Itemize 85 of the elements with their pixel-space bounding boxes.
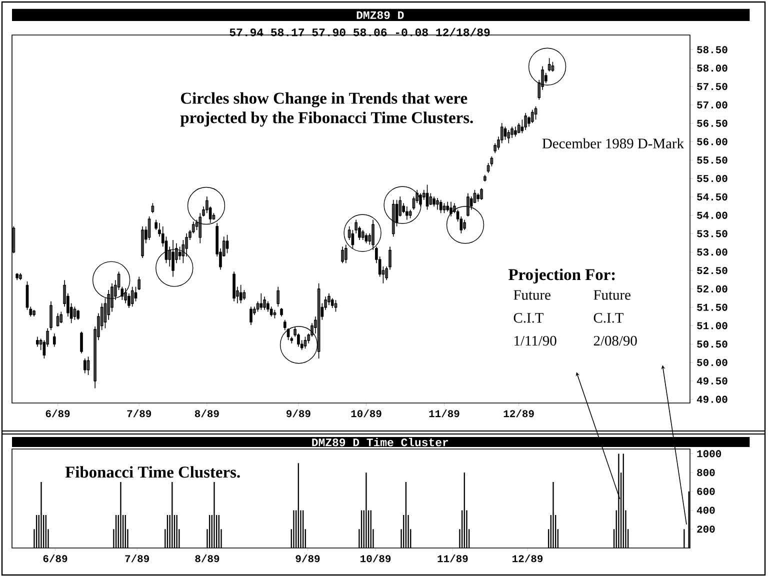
candlestick <box>432 196 436 207</box>
y-tick-label: 1000 <box>697 450 722 458</box>
y-tick-label: 50.50 <box>697 340 728 348</box>
x-tick-label: 6/89 <box>43 554 68 562</box>
candlestick <box>250 306 252 326</box>
annotation: December 1989 D-Mark <box>542 138 684 148</box>
chart-subtitle: 57.94 58.17 57.90 58.06 -0.08 12/18/89 <box>230 28 490 36</box>
y-tick-label: 49.50 <box>696 377 728 384</box>
y-tick-label: 55.50 <box>697 156 728 164</box>
candlestick <box>16 272 18 280</box>
candlestick <box>36 336 39 348</box>
candlestick <box>406 206 408 220</box>
candlestick <box>52 333 56 348</box>
candlestick <box>290 336 294 344</box>
candlestick <box>361 230 364 240</box>
y-tick-label: 49.00 <box>696 396 728 403</box>
y-tick-label: 54.00 <box>697 212 728 219</box>
candlestick <box>273 309 276 319</box>
y-tick-label: 51.00 <box>697 322 728 330</box>
candlestick <box>439 199 442 214</box>
candlestick <box>60 311 63 324</box>
annotation: Future C.I.T 1/11/90 <box>514 290 556 346</box>
y-tick-label: 54.50 <box>697 193 728 200</box>
candlestick <box>76 309 80 320</box>
candlestick <box>83 358 86 374</box>
candlestick <box>463 219 466 230</box>
chart-title: DMZ89 D <box>356 11 404 20</box>
y-tick-label: 56.00 <box>697 138 728 146</box>
x-tick-label: 12/89 <box>504 410 534 418</box>
candlestick <box>328 292 330 306</box>
candlestick <box>436 198 439 210</box>
annotation: Projection For: <box>508 268 615 284</box>
y-tick-label: 400 <box>696 506 715 514</box>
annotation: Fibonacci Time Clusters. <box>65 466 240 478</box>
x-tick-label: 12/89 <box>512 554 543 562</box>
y-tick-label: 52.50 <box>697 266 728 274</box>
x-tick-label: 11/89 <box>429 410 460 418</box>
candlestick <box>260 292 263 310</box>
annotation: Future C.I.T 2/08/90 <box>594 290 637 346</box>
x-tick-label: 11/89 <box>438 554 468 562</box>
candlestick <box>280 308 283 317</box>
x-tick-label: 8/89 <box>194 410 219 418</box>
candlestick <box>32 309 36 317</box>
y-tick-label: 800 <box>697 469 715 476</box>
candlestick <box>19 272 22 280</box>
candlestick <box>80 331 83 354</box>
x-tick-label: 7/89 <box>127 410 152 418</box>
candlestick <box>232 271 236 302</box>
y-tick-label: 55.00 <box>697 174 728 182</box>
y-tick-label: 51.50 <box>697 304 728 311</box>
y-tick-label: 200 <box>697 526 715 533</box>
y-tick-label: 53.00 <box>697 248 728 256</box>
y-tick-label: 57.00 <box>697 101 728 108</box>
candlestick <box>276 286 280 307</box>
candlestick <box>263 296 266 310</box>
candlestick <box>344 244 348 264</box>
annotation: Circles show Change in Trends that were projected by the Fibonacci Time Clusters. <box>180 92 473 127</box>
y-tick-label: 58.50 <box>697 46 728 54</box>
x-tick-label: 9/89 <box>296 554 320 562</box>
candlestick <box>130 286 134 307</box>
candlestick <box>341 246 344 264</box>
candlestick <box>483 174 486 182</box>
y-tick-label: 600 <box>697 488 715 495</box>
y-tick-label: 56.50 <box>697 120 728 127</box>
candlestick <box>530 109 534 124</box>
candlestick <box>141 226 144 258</box>
candlestick <box>480 188 483 200</box>
x-tick-label: 10/89 <box>351 410 382 418</box>
candlestick <box>50 301 52 331</box>
y-tick-label: 57.50 <box>697 82 728 90</box>
x-tick-label: 9/89 <box>286 410 310 418</box>
chart-title: DMZ89 D Time Cluster <box>312 438 448 446</box>
candlestick <box>514 126 517 137</box>
candlestick <box>507 130 510 144</box>
candlestick <box>524 112 528 130</box>
y-tick-label: 50.00 <box>697 358 728 366</box>
y-tick-label: 53.50 <box>697 230 728 238</box>
x-tick-label: 10/89 <box>360 554 391 562</box>
x-tick-label: 7/89 <box>125 554 149 562</box>
candlestick <box>330 298 334 308</box>
x-tick-label: 6/89 <box>46 410 70 418</box>
y-tick-label: 52.00 <box>697 285 728 292</box>
y-tick-label: 58.00 <box>697 64 728 72</box>
x-tick-label: 8/89 <box>195 554 220 562</box>
candlestick <box>446 201 450 212</box>
